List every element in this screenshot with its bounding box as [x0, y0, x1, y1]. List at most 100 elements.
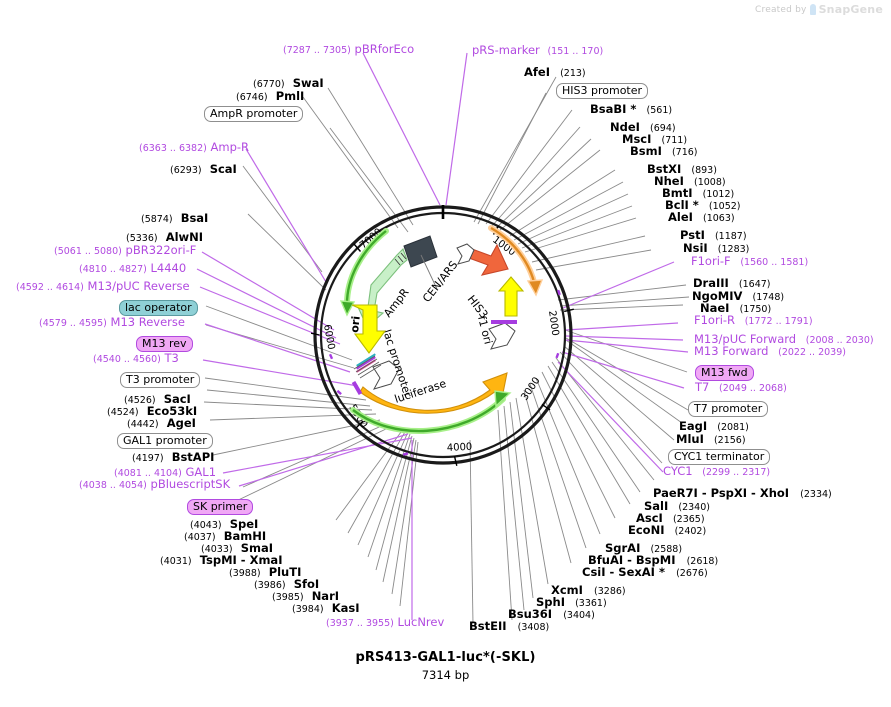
label-AlwNI: (5336) AlwNI — [126, 228, 203, 244]
name-BmtI: BmtI — [662, 186, 693, 200]
ruler-ticks — [309, 225, 574, 466]
label-AfeI: AfeI (213) — [524, 63, 586, 79]
pos-EcoNI: (2402) — [674, 526, 707, 537]
label-BsaI: (5874) BsaI — [141, 209, 208, 225]
name-M13-rev: M13 rev — [136, 336, 193, 352]
feature-f1-ori — [497, 276, 525, 317]
pos-CsiI: (2676) — [676, 568, 708, 579]
label-M13-pUC-Forward: M13/pUC Forward (2008 .. 2030) — [694, 332, 874, 346]
tick-label-2000: 2000 — [546, 310, 560, 337]
name-Eco53kI: Eco53kI — [146, 404, 198, 418]
name-AscI: AscI — [636, 511, 663, 525]
pos-PstI: (1187) — [714, 231, 747, 242]
name-T7: T7 — [695, 380, 710, 394]
name-M13-Reverse: M13 Reverse — [110, 315, 185, 329]
his3-span-arc — [490, 226, 537, 287]
label-CYC1-terminator: CYC1 terminator — [668, 447, 771, 465]
label-pBluescriptSK: (4038 .. 4054) pBluescriptSK — [79, 477, 231, 491]
label-Amp-R: (6363 .. 6382) Amp-R — [139, 141, 249, 154]
label-NaeI: NaeI (1750) — [700, 299, 771, 315]
label-M13-fwd: M13 fwd — [695, 363, 754, 381]
name-AlwNI: AlwNI — [165, 230, 204, 244]
pos-SacI: (4526) — [124, 395, 156, 406]
plasmid-map: 1000 2000 3000 4000 5000 6000 7000 CEN/A… — [309, 203, 575, 467]
cen-ars-leader — [420, 254, 438, 290]
name-T3-promoter: T3 promoter — [120, 372, 201, 388]
label-M13-rev: M13 rev — [136, 334, 193, 352]
label-NsiI: NsiI (1283) — [683, 239, 749, 255]
name-KasI: KasI — [331, 601, 360, 615]
name-SphI: SphI — [536, 595, 565, 609]
label-NarI: (3985) NarI — [272, 587, 339, 603]
label-EcoNI: EcoNI (2402) — [628, 521, 706, 537]
name-T7-promoter: T7 promoter — [688, 401, 769, 417]
label-T3-promoter: T3 promoter — [120, 370, 201, 388]
pos-SmaI: (4033) — [201, 544, 233, 555]
name-AgeI: AgeI — [166, 416, 196, 430]
label-SalI: SalI (2340) — [644, 497, 710, 513]
pos-Eco53kI: (4524) — [107, 407, 139, 418]
name-EagI: EagI — [679, 419, 708, 433]
pos-F1ori-F: (1560 .. 1581) — [740, 257, 809, 268]
pos-pBRforEco: (7287 .. 7305) — [283, 45, 351, 56]
label-NdeI: NdeI (694) — [610, 118, 676, 134]
ampr-hatch — [394, 252, 407, 266]
name-pBR322ori-F: pBR322ori-F — [125, 243, 197, 257]
name-BstAPI: BstAPI — [171, 450, 215, 464]
name-NsiI: NsiI — [683, 241, 708, 255]
pos-BfuAI: (2618) — [686, 556, 719, 567]
name-LucNrev: LucNrev — [397, 615, 445, 629]
label-PluTI: (3988) PluTI — [229, 563, 301, 579]
name-M13-pUC-Forward: M13/pUC Forward — [694, 332, 797, 346]
pos-BamHI: (4037) — [184, 532, 216, 543]
name-DraIII: DraIII — [693, 276, 729, 290]
pos-BsmI: (716) — [671, 147, 698, 158]
pos-PmlI: (6746) — [236, 92, 268, 103]
name-XcmI: XcmI — [551, 583, 583, 597]
pos-pBR322ori-F: (5061 .. 5080) — [54, 246, 122, 257]
name-F1ori-F: F1ori-F — [691, 254, 731, 268]
label-SfoI: (3986) SfoI — [254, 575, 319, 591]
pos-SphI: (3361) — [575, 598, 607, 609]
pos-NdeI: (694) — [650, 123, 676, 134]
name-NdeI: NdeI — [610, 120, 640, 134]
label-lac-operator: lac operator — [119, 298, 198, 316]
label-F1ori-R: F1ori-R (1772 .. 1791) — [694, 314, 813, 327]
pos-DraIII: (1647) — [738, 279, 771, 290]
name-AmpR-promoter: AmpR promoter — [204, 106, 304, 122]
name-MluI: MluI — [676, 432, 704, 446]
title-block: pRS413-GAL1-luc*(-SKL) 7314 bp — [0, 650, 891, 682]
name-EcoNI: EcoNI — [628, 523, 665, 537]
name-M13-pUC-Reverse: M13/pUC Reverse — [87, 279, 190, 293]
feature-his3-upstream — [456, 243, 475, 265]
label-BfuAI: BfuAI - BspMI (2618) — [588, 551, 718, 567]
feature-his3 — [468, 243, 509, 276]
name-BstXI: BstXI — [647, 162, 682, 176]
name-pBRforEco: pBRforEco — [354, 42, 415, 56]
label-SwaI: (6770) SwaI — [253, 74, 324, 90]
pos-MscI: (711) — [661, 135, 688, 146]
pos-NarI: (3985) — [272, 592, 304, 603]
pos-ScaI: (6293) — [170, 165, 202, 176]
watermark-prefix: Created by — [755, 4, 807, 15]
pos-SpeI: (4043) — [190, 520, 222, 531]
pos-LucNrev: (3937 .. 3955) — [326, 618, 394, 629]
name-BclI: BclI * — [665, 198, 699, 212]
label-TspMI: (4031) TspMI - XmaI — [160, 551, 282, 567]
name-L4440: L4440 — [150, 261, 187, 275]
name-ScaI: ScaI — [209, 162, 237, 176]
name-T3: T3 — [164, 351, 179, 365]
luciferase-start-bar — [351, 380, 363, 396]
label-M13-pUC-Reverse: (4592 .. 4614) M13/pUC Reverse — [16, 279, 190, 293]
name-CsiI: CsiI - SexAI * — [582, 565, 665, 579]
feature-lac-promoter — [372, 360, 400, 390]
label-EagI: EagI (2081) — [679, 417, 749, 433]
label-T3: (4540 .. 4560) T3 — [93, 351, 179, 365]
name-Bsu36I: Bsu36I — [508, 607, 553, 621]
pos-Bsu36I: (3404) — [563, 610, 595, 621]
label-DraIII: DraIII (1647) — [693, 274, 771, 290]
name-AleI: AleI — [668, 210, 693, 224]
name-pBluescriptSK: pBluescriptSK — [150, 477, 231, 491]
backbone-primer-ticks — [328, 289, 561, 456]
label-NgoMIV: NgoMIV (1748) — [692, 287, 784, 303]
